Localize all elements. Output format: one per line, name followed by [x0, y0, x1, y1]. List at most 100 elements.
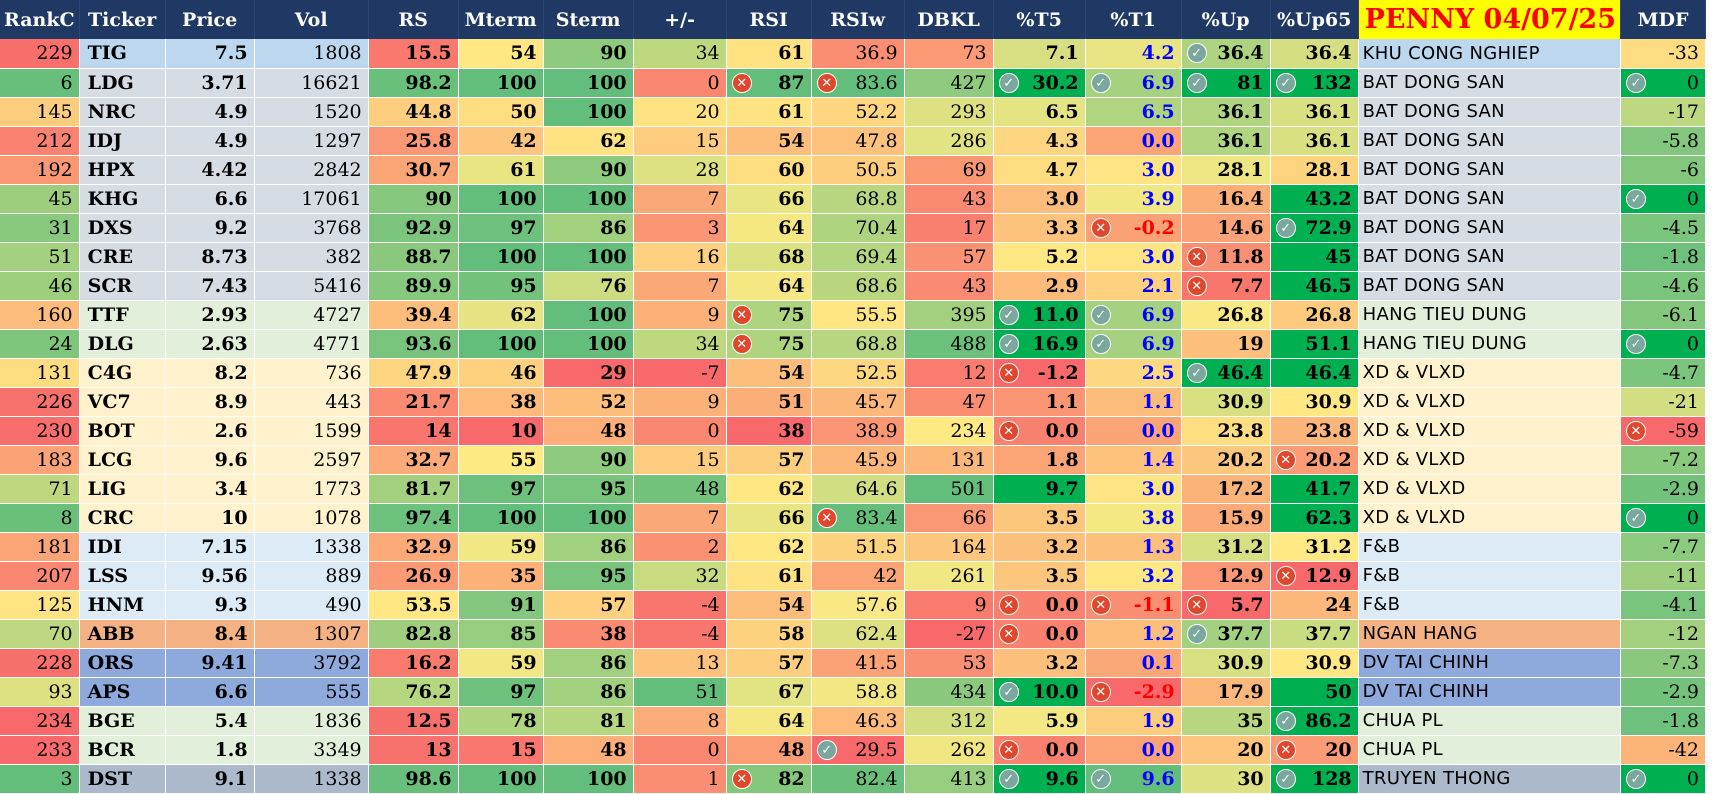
cell-mdf[interactable]: ✓ 0 — [1620, 184, 1706, 214]
col-header-t1[interactable]: %T1 — [1085, 0, 1182, 39]
cell-rsiw[interactable]: 70.4 — [811, 213, 905, 243]
cell-sterm[interactable]: 62 — [543, 126, 634, 156]
cell-sector[interactable]: BAT DONG SAN — [1358, 184, 1622, 214]
cell-up65[interactable]: ✓ 128 — [1270, 764, 1359, 794]
cell-mterm[interactable]: 97 — [458, 474, 544, 504]
cell-price[interactable]: 4.9 — [165, 126, 255, 156]
cell-vol[interactable]: 2597 — [254, 445, 369, 475]
cell-up[interactable]: ✓ 46.4 — [1181, 358, 1271, 388]
cell-price[interactable]: 2.63 — [165, 329, 255, 359]
cell-t1[interactable]: 3.2 — [1085, 561, 1182, 591]
cell-up65[interactable]: 46.5 — [1270, 271, 1359, 301]
cell-mterm[interactable]: 100 — [458, 68, 544, 98]
cell-dbkl[interactable]: 501 — [904, 474, 994, 504]
cell-rankc[interactable]: 228 — [0, 648, 80, 678]
cell-t5[interactable]: 3.5 — [993, 503, 1086, 533]
cell-change[interactable]: 2 — [633, 532, 727, 562]
cell-rs[interactable]: 97.4 — [368, 503, 459, 533]
cell-mdf[interactable]: ✓ 0 — [1620, 329, 1706, 359]
cell-sector[interactable]: BAT DONG SAN — [1358, 242, 1622, 272]
cell-ticker[interactable]: ABB — [79, 619, 166, 649]
cell-sector[interactable]: BAT DONG SAN — [1358, 97, 1622, 127]
cell-up65[interactable]: 43.2 — [1270, 184, 1359, 214]
cell-up[interactable]: 28.1 — [1181, 155, 1271, 185]
cell-up65[interactable]: ✓ 86.2 — [1270, 706, 1359, 736]
cell-mterm[interactable]: 100 — [458, 242, 544, 272]
cell-sterm[interactable]: 86 — [543, 648, 634, 678]
cell-rsiw[interactable]: 64.6 — [811, 474, 905, 504]
cell-price[interactable]: 5.4 — [165, 706, 255, 736]
cell-t1[interactable]: 1.2 — [1085, 619, 1182, 649]
cell-up65[interactable]: 46.4 — [1270, 358, 1359, 388]
cell-dbkl[interactable]: 293 — [904, 97, 994, 127]
cell-mdf[interactable]: -5.8 — [1620, 126, 1706, 156]
cell-dbkl[interactable]: 312 — [904, 706, 994, 736]
cell-vol[interactable]: 3792 — [254, 648, 369, 678]
cell-price[interactable]: 2.93 — [165, 300, 255, 330]
cell-ticker[interactable]: SCR — [79, 271, 166, 301]
cell-sector[interactable]: CHUA PL — [1358, 706, 1622, 736]
cell-sterm[interactable]: 95 — [543, 474, 634, 504]
cell-dbkl[interactable]: 395 — [904, 300, 994, 330]
cell-sterm[interactable]: 52 — [543, 387, 634, 417]
cell-dbkl[interactable]: -27 — [904, 619, 994, 649]
cell-dbkl[interactable]: 9 — [904, 590, 994, 620]
cell-change[interactable]: 16 — [633, 242, 727, 272]
cell-rs[interactable]: 25.8 — [368, 126, 459, 156]
cell-up65[interactable]: 36.1 — [1270, 126, 1359, 156]
cell-rankc[interactable]: 6 — [0, 68, 80, 98]
cell-rsi[interactable]: 48 — [726, 735, 812, 765]
cell-up[interactable]: ✕ 7.7 — [1181, 271, 1271, 301]
cell-price[interactable]: 10 — [165, 503, 255, 533]
cell-vol[interactable]: 3768 — [254, 213, 369, 243]
cell-t1[interactable]: 2.1 — [1085, 271, 1182, 301]
cell-sector[interactable]: XD & VLXD — [1358, 503, 1622, 533]
cell-t1[interactable]: 3.8 — [1085, 503, 1182, 533]
cell-mdf[interactable]: -1.8 — [1620, 706, 1706, 736]
cell-rsi[interactable]: 60 — [726, 155, 812, 185]
cell-mterm[interactable]: 55 — [458, 445, 544, 475]
cell-t5[interactable]: ✓ 16.9 — [993, 329, 1086, 359]
cell-up[interactable]: 16.4 — [1181, 184, 1271, 214]
cell-sector[interactable]: XD & VLXD — [1358, 474, 1622, 504]
cell-price[interactable]: 8.9 — [165, 387, 255, 417]
cell-sterm[interactable]: 90 — [543, 39, 634, 69]
cell-change[interactable]: 15 — [633, 445, 727, 475]
cell-price[interactable]: 9.6 — [165, 445, 255, 475]
cell-mdf[interactable]: ✓ 0 — [1620, 764, 1706, 794]
cell-change[interactable]: 7 — [633, 503, 727, 533]
cell-dbkl[interactable]: 66 — [904, 503, 994, 533]
cell-sterm[interactable]: 100 — [543, 242, 634, 272]
cell-mterm[interactable]: 59 — [458, 532, 544, 562]
cell-up[interactable]: 30 — [1181, 764, 1271, 794]
cell-t5[interactable]: 7.1 — [993, 39, 1086, 69]
cell-rs[interactable]: 92.9 — [368, 213, 459, 243]
cell-change[interactable]: 0 — [633, 735, 727, 765]
cell-vol[interactable]: 4771 — [254, 329, 369, 359]
cell-sterm[interactable]: 86 — [543, 677, 634, 707]
cell-sterm[interactable]: 95 — [543, 561, 634, 591]
cell-sector[interactable]: XD & VLXD — [1358, 358, 1622, 388]
cell-mdf[interactable]: -33 — [1620, 39, 1706, 69]
cell-change[interactable]: 34 — [633, 329, 727, 359]
cell-price[interactable]: 9.41 — [165, 648, 255, 678]
cell-price[interactable]: 6.6 — [165, 677, 255, 707]
cell-price[interactable]: 9.1 — [165, 764, 255, 794]
cell-mterm[interactable]: 97 — [458, 677, 544, 707]
cell-dbkl[interactable]: 43 — [904, 271, 994, 301]
cell-mterm[interactable]: 54 — [458, 39, 544, 69]
cell-mdf[interactable]: -7.3 — [1620, 648, 1706, 678]
col-header-mterm[interactable]: Mterm — [458, 0, 544, 39]
cell-mterm[interactable]: 97 — [458, 213, 544, 243]
cell-vol[interactable]: 1599 — [254, 416, 369, 446]
cell-rankc[interactable]: 31 — [0, 213, 80, 243]
cell-rsi[interactable]: 64 — [726, 213, 812, 243]
cell-up[interactable]: ✓ 81 — [1181, 68, 1271, 98]
cell-price[interactable]: 8.73 — [165, 242, 255, 272]
cell-mterm[interactable]: 91 — [458, 590, 544, 620]
cell-ticker[interactable]: TTF — [79, 300, 166, 330]
cell-rs[interactable]: 82.8 — [368, 619, 459, 649]
cell-change[interactable]: 8 — [633, 706, 727, 736]
cell-sector[interactable]: KHU CONG NGHIEP — [1358, 39, 1622, 69]
cell-vol[interactable]: 1836 — [254, 706, 369, 736]
